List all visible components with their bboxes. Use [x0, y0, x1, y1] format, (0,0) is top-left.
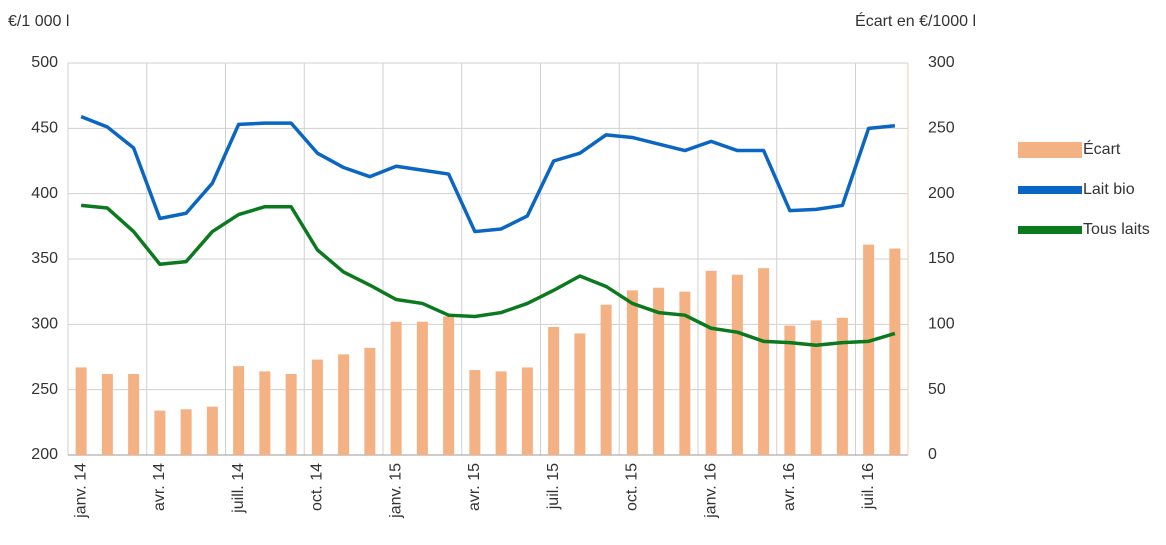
bar: [574, 333, 586, 455]
bar: [889, 248, 901, 455]
bar: [233, 366, 245, 455]
bar: [180, 409, 192, 455]
bar: [863, 244, 875, 455]
y2-tick-label: 150: [928, 250, 955, 267]
x-tick-label: juil. 15: [545, 463, 562, 510]
y-tick-label: 500: [31, 54, 58, 71]
bar: [101, 373, 113, 455]
legend-swatch: [1018, 226, 1082, 234]
y-tick-label: 350: [31, 250, 58, 267]
bar: [836, 317, 848, 455]
x-tick-label: janv. 16: [702, 463, 719, 519]
bar: [705, 270, 717, 455]
y-axis-title: €/1 000 l: [8, 13, 69, 30]
bar: [810, 320, 822, 455]
legend-swatch: [1018, 142, 1082, 158]
bar: [416, 321, 428, 455]
bar: [75, 367, 87, 455]
y2-tick-label: 100: [928, 316, 955, 333]
y2-axis-title: Écart en €/1000 l: [855, 11, 976, 30]
bar: [679, 291, 691, 455]
x-tick-label: janv. 14: [72, 463, 89, 519]
legend-swatch: [1018, 186, 1082, 194]
x-tick-label: oct. 14: [309, 463, 326, 511]
bar: [653, 287, 665, 455]
bar: [285, 373, 297, 455]
x-tick-label: avr. 14: [151, 463, 168, 511]
x-tick-label: janv. 15: [387, 463, 404, 519]
bar: [443, 316, 455, 455]
legend-label: Tous laits: [1083, 221, 1150, 238]
bar: [364, 347, 376, 455]
bar: [784, 325, 796, 455]
bar: [338, 354, 350, 455]
y-tick-label: 200: [31, 446, 58, 463]
y-tick-label: 300: [31, 316, 58, 333]
bar: [311, 359, 323, 455]
x-tick-label: juil. 16: [860, 463, 877, 510]
bar: [390, 321, 402, 455]
bar: [495, 371, 507, 455]
bar: [600, 304, 612, 455]
x-tick-label: oct. 15: [624, 463, 641, 511]
line: [80, 203, 896, 347]
y-tick-label: 250: [31, 381, 58, 398]
legend-label: Lait bio: [1083, 181, 1135, 198]
x-tick-label: avr. 16: [781, 463, 798, 511]
x-tick-label: avr. 15: [466, 463, 483, 511]
bar: [758, 268, 770, 455]
x-tick-label: juill. 14: [230, 463, 247, 514]
y2-tick-label: 300: [928, 54, 955, 71]
y-tick-label: 450: [31, 120, 58, 137]
legend-label: Écart: [1083, 139, 1121, 158]
bar: [206, 406, 218, 455]
line: [80, 114, 896, 234]
bar: [548, 326, 560, 455]
y-tick-label: 400: [31, 185, 58, 202]
bar: [469, 370, 481, 455]
y2-tick-label: 50: [928, 381, 946, 398]
bar: [626, 290, 638, 455]
bar: [521, 367, 533, 455]
bar: [731, 274, 743, 455]
bar: [128, 373, 140, 455]
y2-tick-label: 200: [928, 185, 955, 202]
bar: [259, 371, 271, 455]
y2-tick-label: 250: [928, 120, 955, 137]
bar: [154, 410, 166, 455]
y2-tick-label: 0: [928, 446, 937, 463]
